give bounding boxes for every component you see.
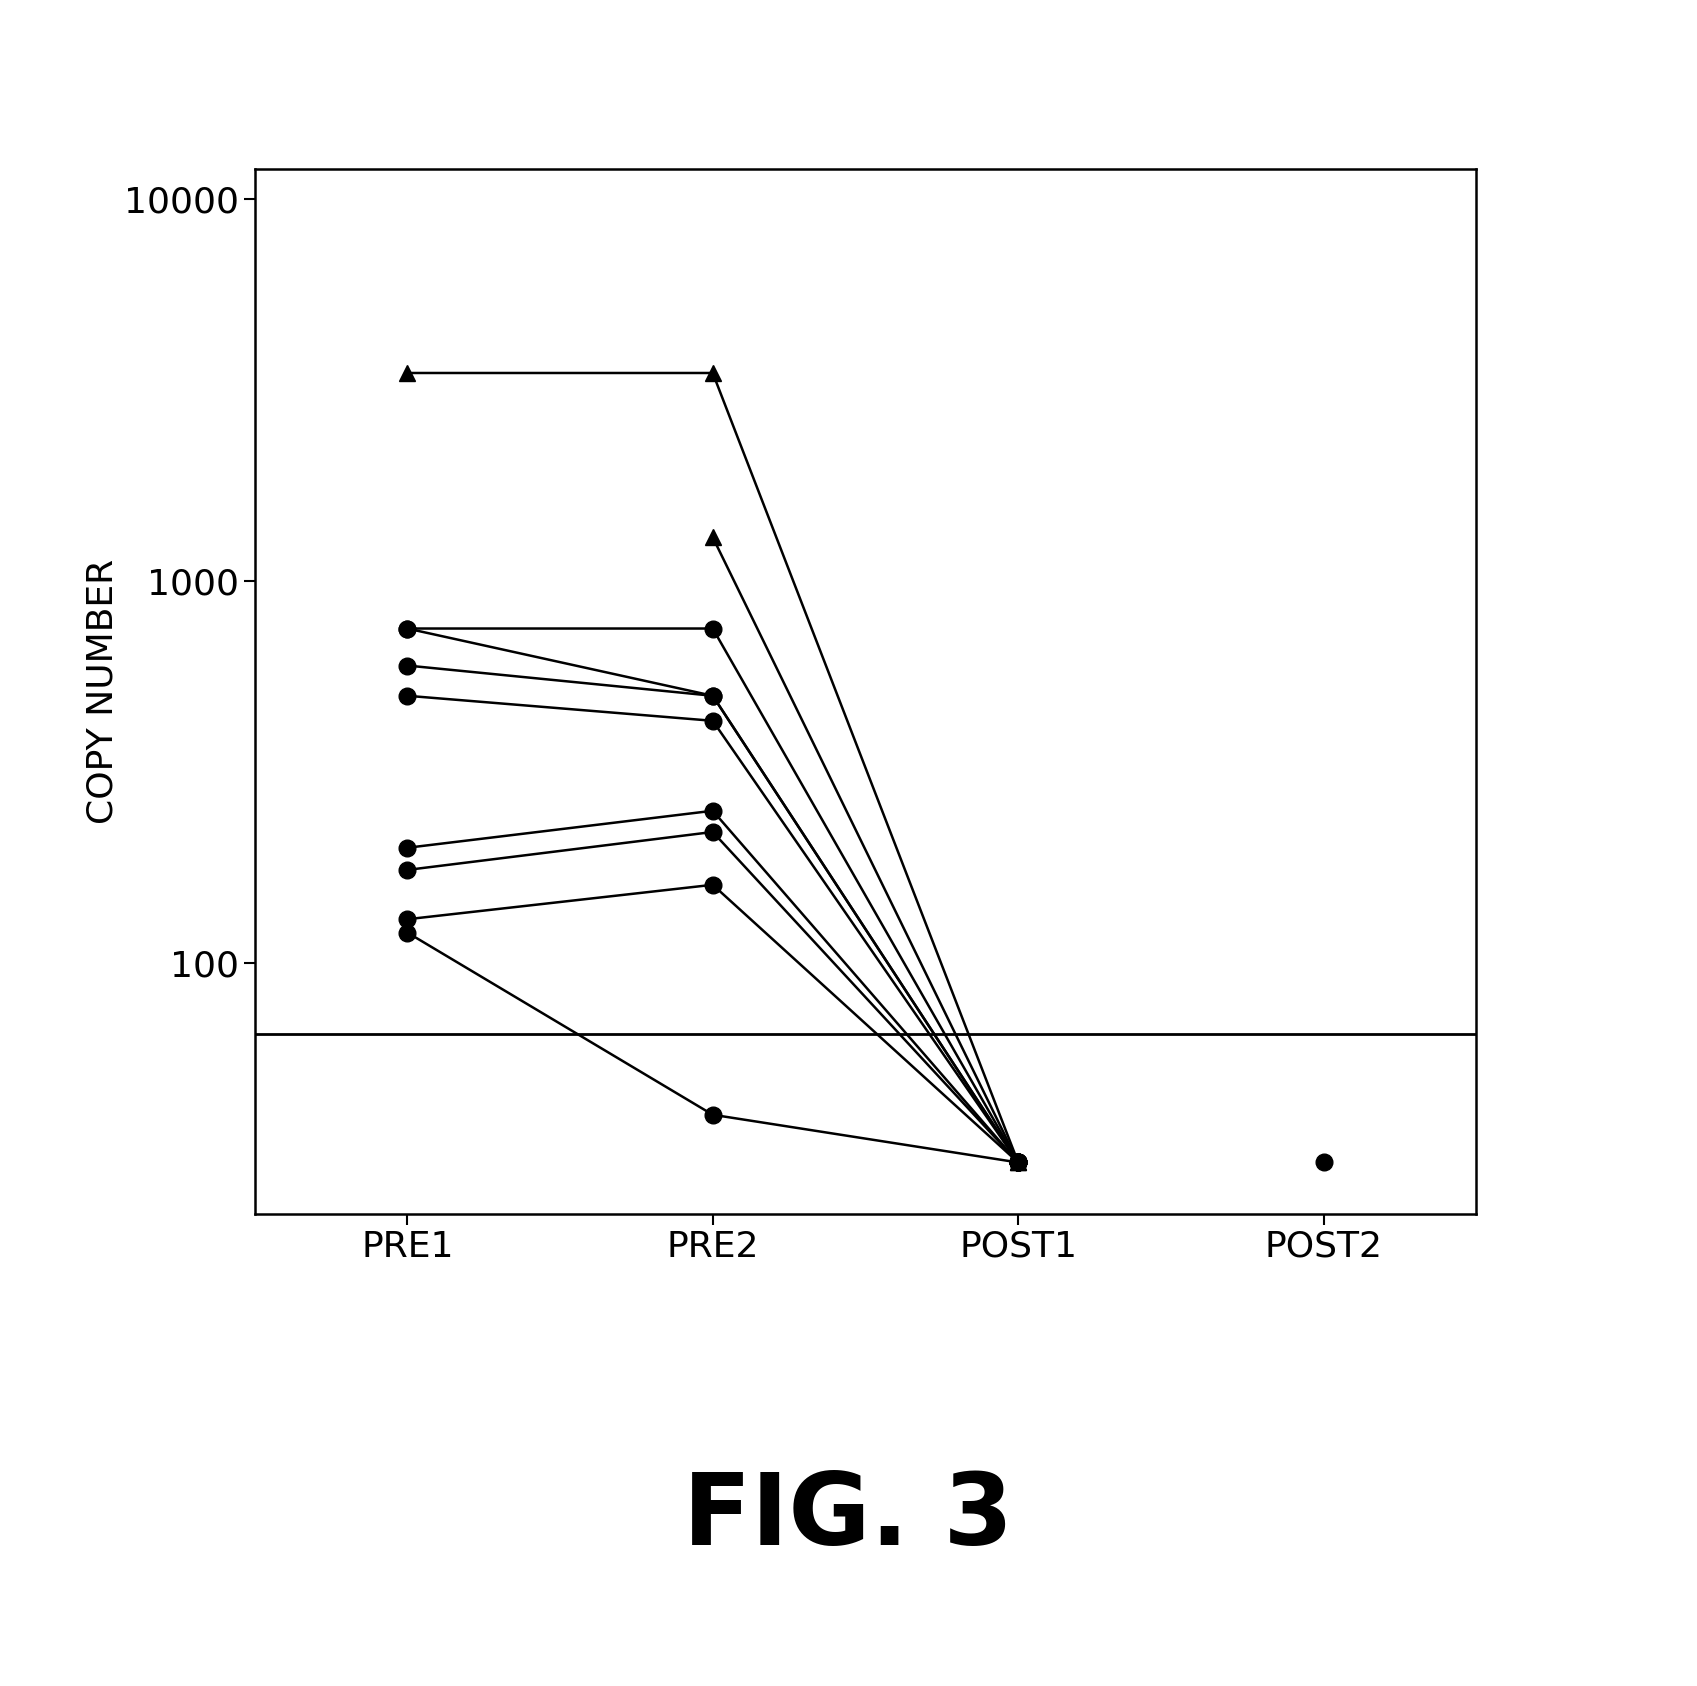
Text: FIG. 3: FIG. 3 [684,1469,1013,1566]
Y-axis label: COPY NUMBER: COPY NUMBER [87,558,120,824]
